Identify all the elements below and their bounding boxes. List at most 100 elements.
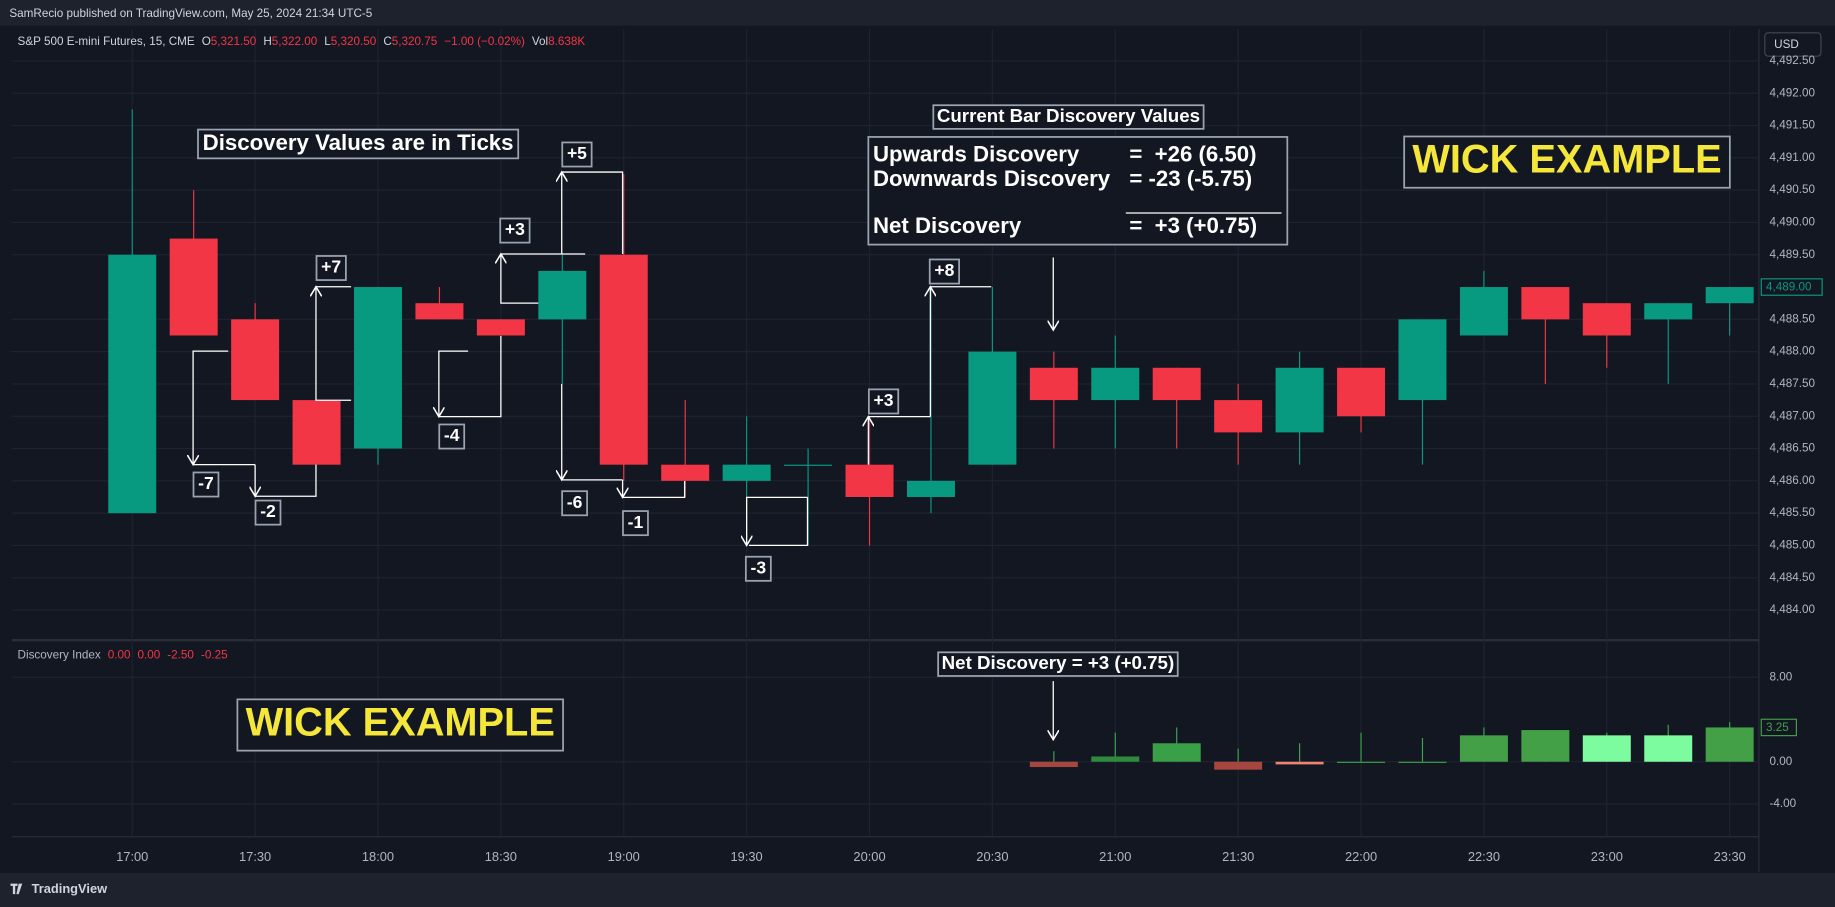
y-tick-label: 4,490.50 <box>1769 183 1815 196</box>
x-tick-label: 23:30 <box>1714 849 1746 864</box>
x-tick-label: 22:30 <box>1468 849 1500 864</box>
legend-item: Vol <box>532 35 548 48</box>
x-tick-label: 18:00 <box>362 849 394 864</box>
bracket <box>561 171 624 254</box>
y-tick-label: 4,485.00 <box>1769 539 1815 552</box>
tick-count-label-box <box>499 217 531 244</box>
y-tick-label: 4,486.00 <box>1769 474 1815 487</box>
y-tick-label: 4,491.00 <box>1769 151 1815 164</box>
note: Discovery Values are in Ticks <box>203 130 514 155</box>
legend-item: Discovery Index <box>18 648 101 661</box>
candle-body <box>1459 287 1508 336</box>
candle-body <box>1029 367 1078 401</box>
candle-body <box>1705 287 1754 304</box>
y-tick-label: 4,490.00 <box>1769 216 1815 229</box>
bar <box>1275 761 1324 765</box>
candle-body <box>1521 287 1570 320</box>
x-tick-label: 17:00 <box>116 849 148 864</box>
x-tick-label: 18:30 <box>485 849 517 864</box>
tick-count-label: +8 <box>934 260 954 280</box>
candle-body <box>1152 367 1201 401</box>
y-tick-label: 4,492.00 <box>1769 86 1815 99</box>
legend-item: 5,320.75 <box>392 35 438 48</box>
panel-row-label: Upwards Discovery <box>873 142 1080 167</box>
bar <box>1459 735 1508 762</box>
x-tick-label: 19:00 <box>608 849 640 864</box>
legend-item: S&P 500 E-mini Futures, 15, CME <box>18 35 195 48</box>
candle-body <box>354 287 402 449</box>
panel-title: Current Bar Discovery Values <box>937 105 1200 126</box>
y-tick-label: 4,488.50 <box>1769 312 1815 325</box>
note-box <box>197 128 520 160</box>
candle-body <box>1091 367 1140 401</box>
arrow <box>501 254 539 304</box>
candle-body <box>661 464 710 481</box>
y-tick-label: 4,484.50 <box>1769 571 1815 584</box>
x-tick-label: 17:30 <box>239 849 271 864</box>
bar <box>1398 761 1447 763</box>
currency[interactable]: USD <box>1774 38 1799 51</box>
x-tick-label: 19:30 <box>731 849 763 864</box>
candle-body <box>1214 400 1263 433</box>
legend-item: 0.00 <box>138 648 161 661</box>
bar <box>1644 735 1693 762</box>
wick-example: WICK EXAMPLE <box>1412 138 1721 182</box>
tick-count-label: -3 <box>751 557 767 577</box>
tick-count-label-box <box>622 510 649 537</box>
candle-body <box>108 254 157 514</box>
panel-row-value: = +26 (6.50) <box>1129 142 1256 167</box>
tick-count-label: +5 <box>567 143 587 163</box>
tick-count-label: -6 <box>567 492 583 512</box>
legend-item: 5,320.50 <box>331 35 377 48</box>
x-tick-label: 20:30 <box>976 849 1008 864</box>
bracket <box>622 481 686 499</box>
candle-body <box>968 351 1017 465</box>
publisher-bar <box>0 0 1835 26</box>
bar <box>1705 727 1754 762</box>
panel-row-value: = +3 (+0.75) <box>1129 213 1257 238</box>
bar <box>1029 761 1078 768</box>
y-tick-label: 4,492.50 <box>1769 54 1815 67</box>
currency-button[interactable] <box>1764 32 1822 57</box>
bar <box>1521 730 1570 762</box>
y-tick-label: 4,489.50 <box>1769 248 1815 261</box>
candle-body <box>1275 367 1324 433</box>
candle-body <box>906 480 955 497</box>
bar <box>1091 756 1140 762</box>
bar <box>1214 761 1263 770</box>
y-tick-label: 4,484.00 <box>1769 603 1815 616</box>
tick-count-label: -4 <box>444 425 460 445</box>
y-tick-label: 4,491.50 <box>1769 119 1815 132</box>
tick-count-label-box <box>867 388 900 415</box>
y-tick-label: 4,485.50 <box>1769 506 1815 519</box>
legend-item: -0.25 <box>201 648 228 661</box>
panel-row-label: Downwards Discovery <box>873 166 1111 191</box>
y-tick-label: 4,488.00 <box>1769 345 1815 358</box>
tick-count-label-box <box>928 258 960 285</box>
y-tick-label: 4,487.50 <box>1769 377 1815 390</box>
x-tick-label: 21:30 <box>1222 849 1254 864</box>
arrow <box>747 496 808 545</box>
net-callout-box <box>937 651 1179 677</box>
tick-count-label-box <box>192 471 220 498</box>
arrow <box>439 350 469 417</box>
tv-logo <box>10 883 23 895</box>
tick-count-label-box <box>315 255 347 281</box>
tick-count-label: -1 <box>628 512 644 532</box>
candle-body <box>1644 303 1693 320</box>
tick-count-label: +3 <box>505 219 525 239</box>
x-tick-label: 21:00 <box>1099 849 1131 864</box>
footer-bar <box>0 873 1835 907</box>
candle-body <box>292 400 341 465</box>
candle-body <box>845 464 894 497</box>
tick-count-label-box <box>254 499 282 526</box>
panel-box <box>867 136 1289 246</box>
publisher: SamRecio published on TradingView.com, M… <box>9 7 372 20</box>
legend-item: O <box>202 35 211 48</box>
arrow <box>193 350 229 465</box>
wick-example-box <box>1403 135 1731 189</box>
tick-count-label: -7 <box>198 473 214 493</box>
tick-count-label-box <box>438 423 466 450</box>
last-price-label: 4,489.00 <box>1766 281 1812 294</box>
